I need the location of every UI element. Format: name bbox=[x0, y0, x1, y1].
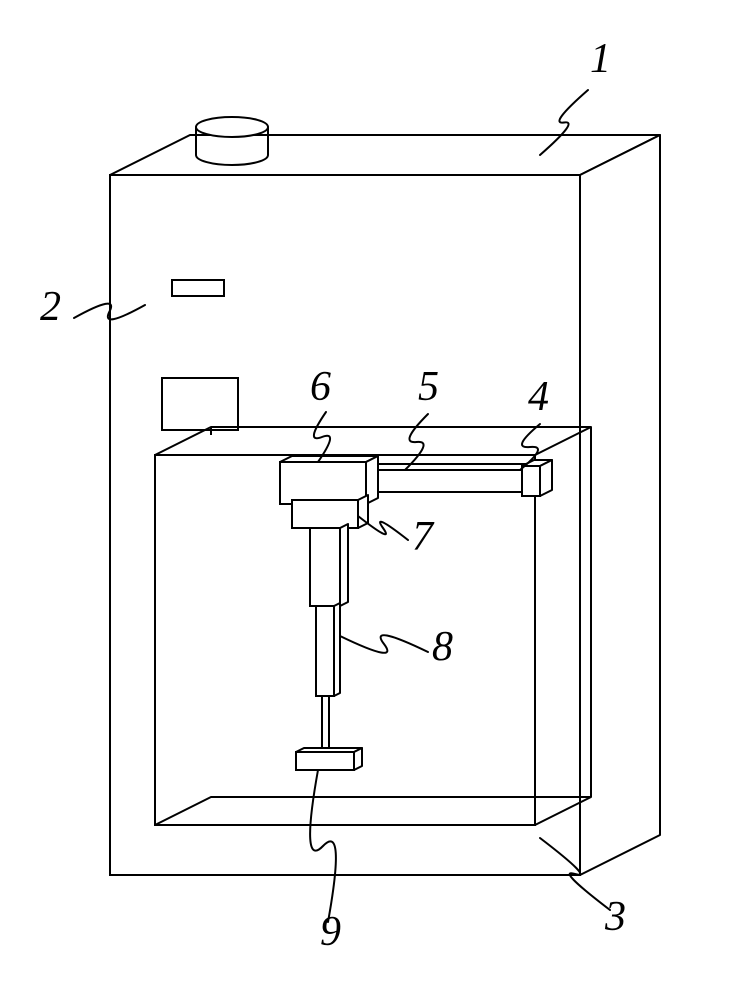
label-7: 7 bbox=[412, 514, 435, 560]
label-3: 3 bbox=[604, 894, 626, 940]
label-9: 9 bbox=[320, 909, 341, 955]
housing bbox=[110, 135, 660, 875]
label-5: 5 bbox=[418, 364, 439, 410]
label-8: 8 bbox=[432, 624, 453, 670]
spindle-lower bbox=[316, 603, 340, 696]
tool-foot bbox=[296, 748, 362, 770]
shaft bbox=[322, 696, 329, 752]
label-6: 6 bbox=[310, 364, 331, 410]
label-1: 1 bbox=[590, 36, 611, 82]
motor-block bbox=[292, 495, 368, 528]
label-4: 4 bbox=[528, 374, 549, 420]
label-2: 2 bbox=[40, 284, 61, 330]
spindle-upper bbox=[310, 524, 348, 606]
